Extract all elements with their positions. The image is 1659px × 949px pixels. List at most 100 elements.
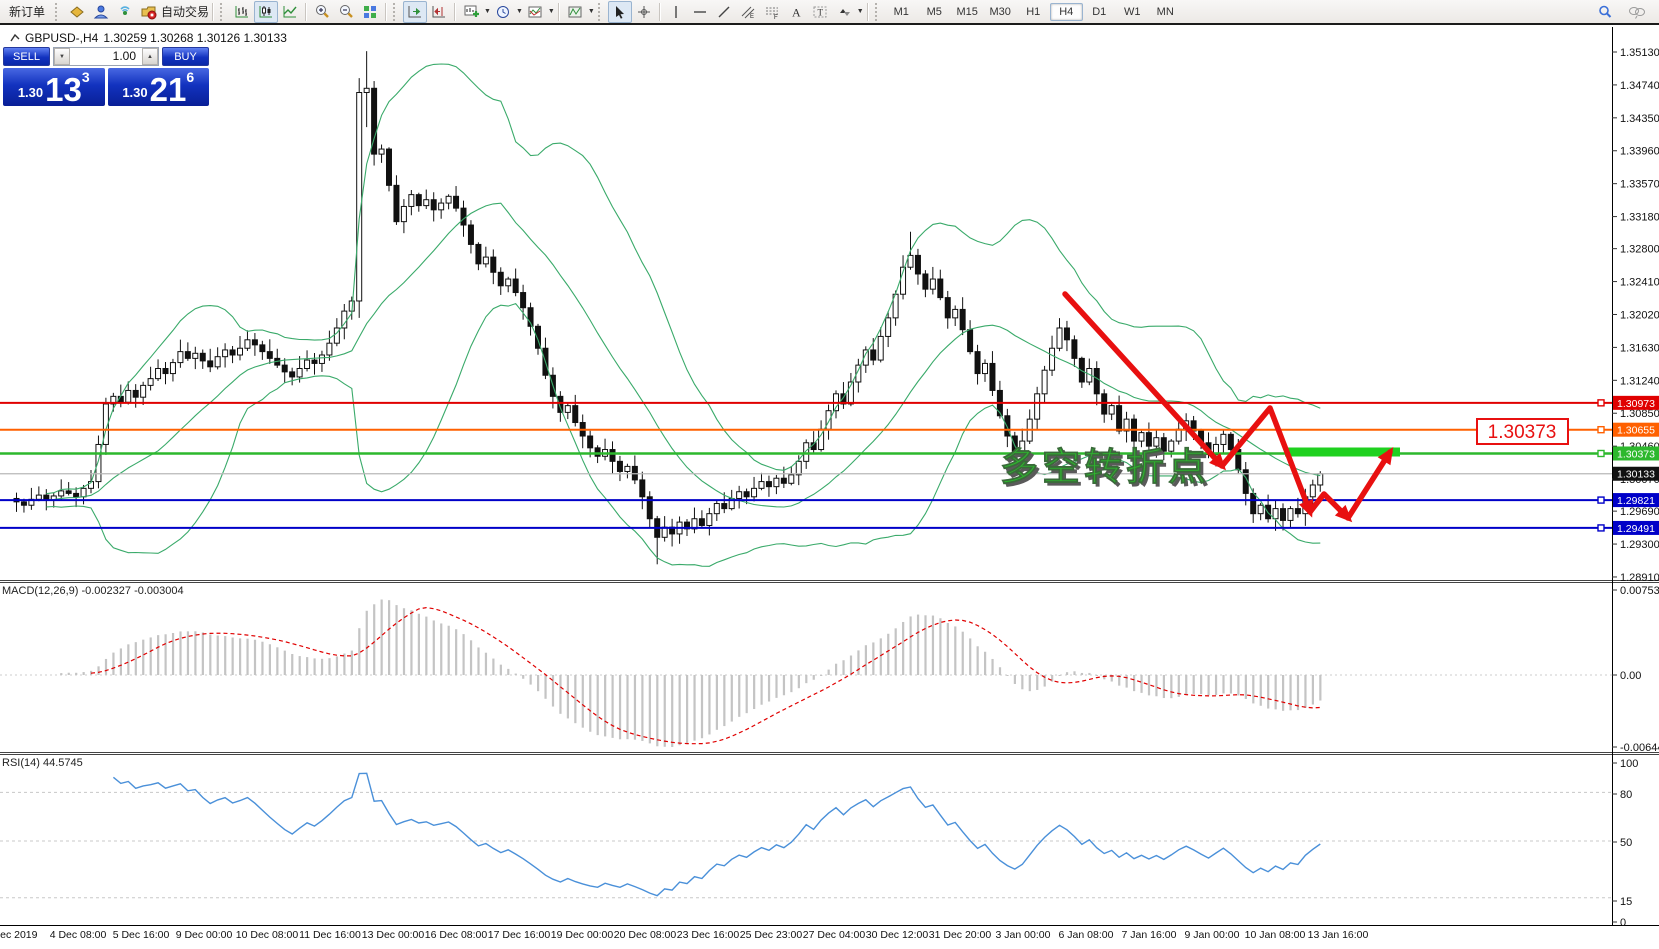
timeframe-h4[interactable]: H4 — [1049, 2, 1083, 21]
price-axis[interactable]: 1.35130 1.34740 1.34350 1.33960 1.33570 1.331… — [1612, 47, 1659, 929]
svg-text:50: 50 — [1620, 837, 1632, 849]
zigzag-arrow-annotation[interactable] — [1062, 291, 1394, 523]
buy-price-small: 1.30 — [122, 85, 148, 100]
sell-button[interactable]: SELL — [3, 47, 50, 66]
chart-symbol-icon — [10, 31, 20, 45]
candlestick-icon[interactable] — [254, 0, 279, 23]
axis-price-box-label: 1.29821 — [1617, 495, 1655, 507]
community-icon[interactable] — [89, 1, 113, 23]
crosshair-icon[interactable] — [632, 1, 656, 23]
level-line-handle[interactable] — [1597, 425, 1605, 434]
text-label-icon[interactable]: T — [808, 1, 832, 23]
autotrading-icon[interactable] — [137, 1, 161, 23]
one-click-trading-panel: SELL ▼ 1.00 ▲ BUY 1.30 13 3 1.30 21 6 — [3, 47, 209, 106]
level-line-handle[interactable] — [1597, 524, 1605, 532]
timeframe-m1[interactable]: M1 — [893, 5, 909, 18]
level-line-handle[interactable] — [1597, 449, 1605, 458]
dropdown-arrow-icon[interactable]: ▼ — [856, 8, 864, 15]
candlestick-series — [13, 51, 1324, 565]
timeframe-m15[interactable]: M15 — [956, 5, 978, 18]
axis-price-box-label: 1.30373 — [1617, 448, 1655, 460]
svg-text:16 Dec 08:00: 16 Dec 08:00 — [425, 929, 488, 941]
timeframe-m30[interactable]: M30 — [989, 5, 1011, 18]
axis-price-box — [1613, 446, 1659, 461]
chart-shift-icon[interactable] — [427, 1, 451, 23]
timeframe-h1[interactable]: H1 — [1026, 5, 1041, 18]
volume-value[interactable]: 1.00 — [112, 49, 136, 63]
svg-text:13 Dec 00:00: 13 Dec 00:00 — [362, 929, 425, 941]
price-flag-box[interactable] — [1476, 418, 1569, 445]
zoom-out-icon[interactable] — [334, 1, 358, 23]
timeframe-w1[interactable]: W1 — [1123, 5, 1141, 18]
buy-price-sup: 6 — [186, 69, 195, 85]
svg-text:1.33960: 1.33960 — [1620, 146, 1659, 158]
bar-chart-icon[interactable] — [230, 1, 254, 23]
highlight-bar-annotation[interactable] — [1285, 447, 1400, 457]
text-icon[interactable]: A — [784, 1, 808, 23]
svg-text:7 Jan 16:00: 7 Jan 16:00 — [1122, 929, 1177, 941]
svg-text:23 Dec 16:00: 23 Dec 16:00 — [677, 929, 740, 941]
dropdown-arrow-icon[interactable]: ▼ — [587, 8, 595, 15]
sell-price-box[interactable]: 1.30 13 3 — [3, 68, 105, 106]
timeframe-mn[interactable]: MN — [1156, 5, 1174, 18]
templates-icon[interactable] — [523, 1, 547, 23]
toolbar-separator — [385, 2, 388, 21]
macd-signal-line — [90, 606, 1321, 745]
new-order-button[interactable]: 新订单 — [2, 1, 52, 22]
svg-text:10 Jan 08:00: 10 Jan 08:00 — [1245, 929, 1306, 941]
dropdown-arrow-icon[interactable]: ▼ — [547, 8, 555, 15]
volume-increase-button[interactable]: ▲ — [142, 48, 158, 65]
svg-text:27 Dec 04:00: 27 Dec 04:00 — [803, 929, 866, 941]
horizontal-line-icon[interactable] — [688, 1, 712, 23]
svg-text:Dec 2019: Dec 2019 — [0, 929, 38, 941]
toolbar-separator — [305, 2, 308, 21]
auto-scroll-icon[interactable] — [403, 0, 428, 23]
search-icon[interactable] — [1593, 1, 1617, 23]
svg-text:10 Dec 08:00: 10 Dec 08:00 — [236, 929, 299, 941]
turning-point-shadow: 多空转折点 — [1003, 450, 1213, 492]
line-chart-icon[interactable] — [278, 1, 302, 23]
svg-text:-0.006446: -0.006446 — [1620, 742, 1659, 754]
indicators-icon[interactable] — [563, 1, 587, 23]
arrow-shapes-icon[interactable] — [832, 1, 856, 23]
macd-histogram — [60, 599, 1322, 747]
svg-text:1.28910: 1.28910 — [1620, 572, 1659, 584]
level-line-handle[interactable] — [1597, 399, 1605, 407]
trendline-icon[interactable] — [712, 1, 736, 23]
svg-text:E: E — [750, 14, 754, 20]
level-line-handle[interactable] — [1597, 496, 1605, 504]
new-chart-icon[interactable] — [459, 1, 483, 23]
buy-button[interactable]: BUY — [162, 47, 209, 66]
equidistant-channel-icon[interactable]: E — [736, 1, 760, 23]
volume-decrease-button[interactable]: ▼ — [54, 48, 70, 65]
svg-text:A: A — [792, 5, 801, 19]
toolbar-separator — [557, 2, 560, 21]
svg-text:1.33570: 1.33570 — [1620, 179, 1659, 191]
turning-point-annotation[interactable]: 多空转折点 — [1000, 447, 1210, 490]
svg-text:1.31630: 1.31630 — [1620, 342, 1659, 354]
timeframe-m5[interactable]: M5 — [926, 5, 942, 18]
cursor-icon[interactable] — [607, 0, 632, 23]
periods-clock-icon[interactable] — [491, 1, 515, 23]
toolbar-grip — [55, 2, 62, 21]
svg-text:1.34740: 1.34740 — [1620, 80, 1659, 92]
dropdown-arrow-icon[interactable]: ▼ — [515, 8, 523, 15]
fibonacci-icon[interactable]: F — [760, 1, 784, 23]
chat-icon[interactable] — [1625, 1, 1649, 23]
autotrading-label[interactable]: 自动交易 — [161, 5, 210, 19]
svg-text:1.32410: 1.32410 — [1620, 277, 1659, 289]
dropdown-arrow-icon[interactable]: ▼ — [484, 8, 491, 15]
svg-text:1.32800: 1.32800 — [1620, 244, 1659, 256]
axis-price-box — [1613, 422, 1659, 437]
time-axis[interactable]: Dec 2019 4 Dec 08:00 5 Dec 16:00 9 Dec 00:0… — [0, 929, 1369, 941]
svg-text:19 Dec 00:00: 19 Dec 00:00 — [551, 929, 614, 941]
history-center-icon[interactable] — [65, 1, 89, 23]
vertical-line-icon[interactable] — [664, 1, 688, 23]
zoom-in-icon[interactable] — [310, 1, 334, 23]
signals-icon[interactable] — [113, 1, 137, 23]
svg-text:1.29690: 1.29690 — [1620, 506, 1659, 518]
timeframe-d1[interactable]: D1 — [1092, 5, 1107, 18]
buy-price-box[interactable]: 1.30 21 6 — [107, 68, 209, 106]
tile-windows-icon[interactable] — [358, 1, 382, 23]
toolbar-separator — [866, 2, 869, 21]
